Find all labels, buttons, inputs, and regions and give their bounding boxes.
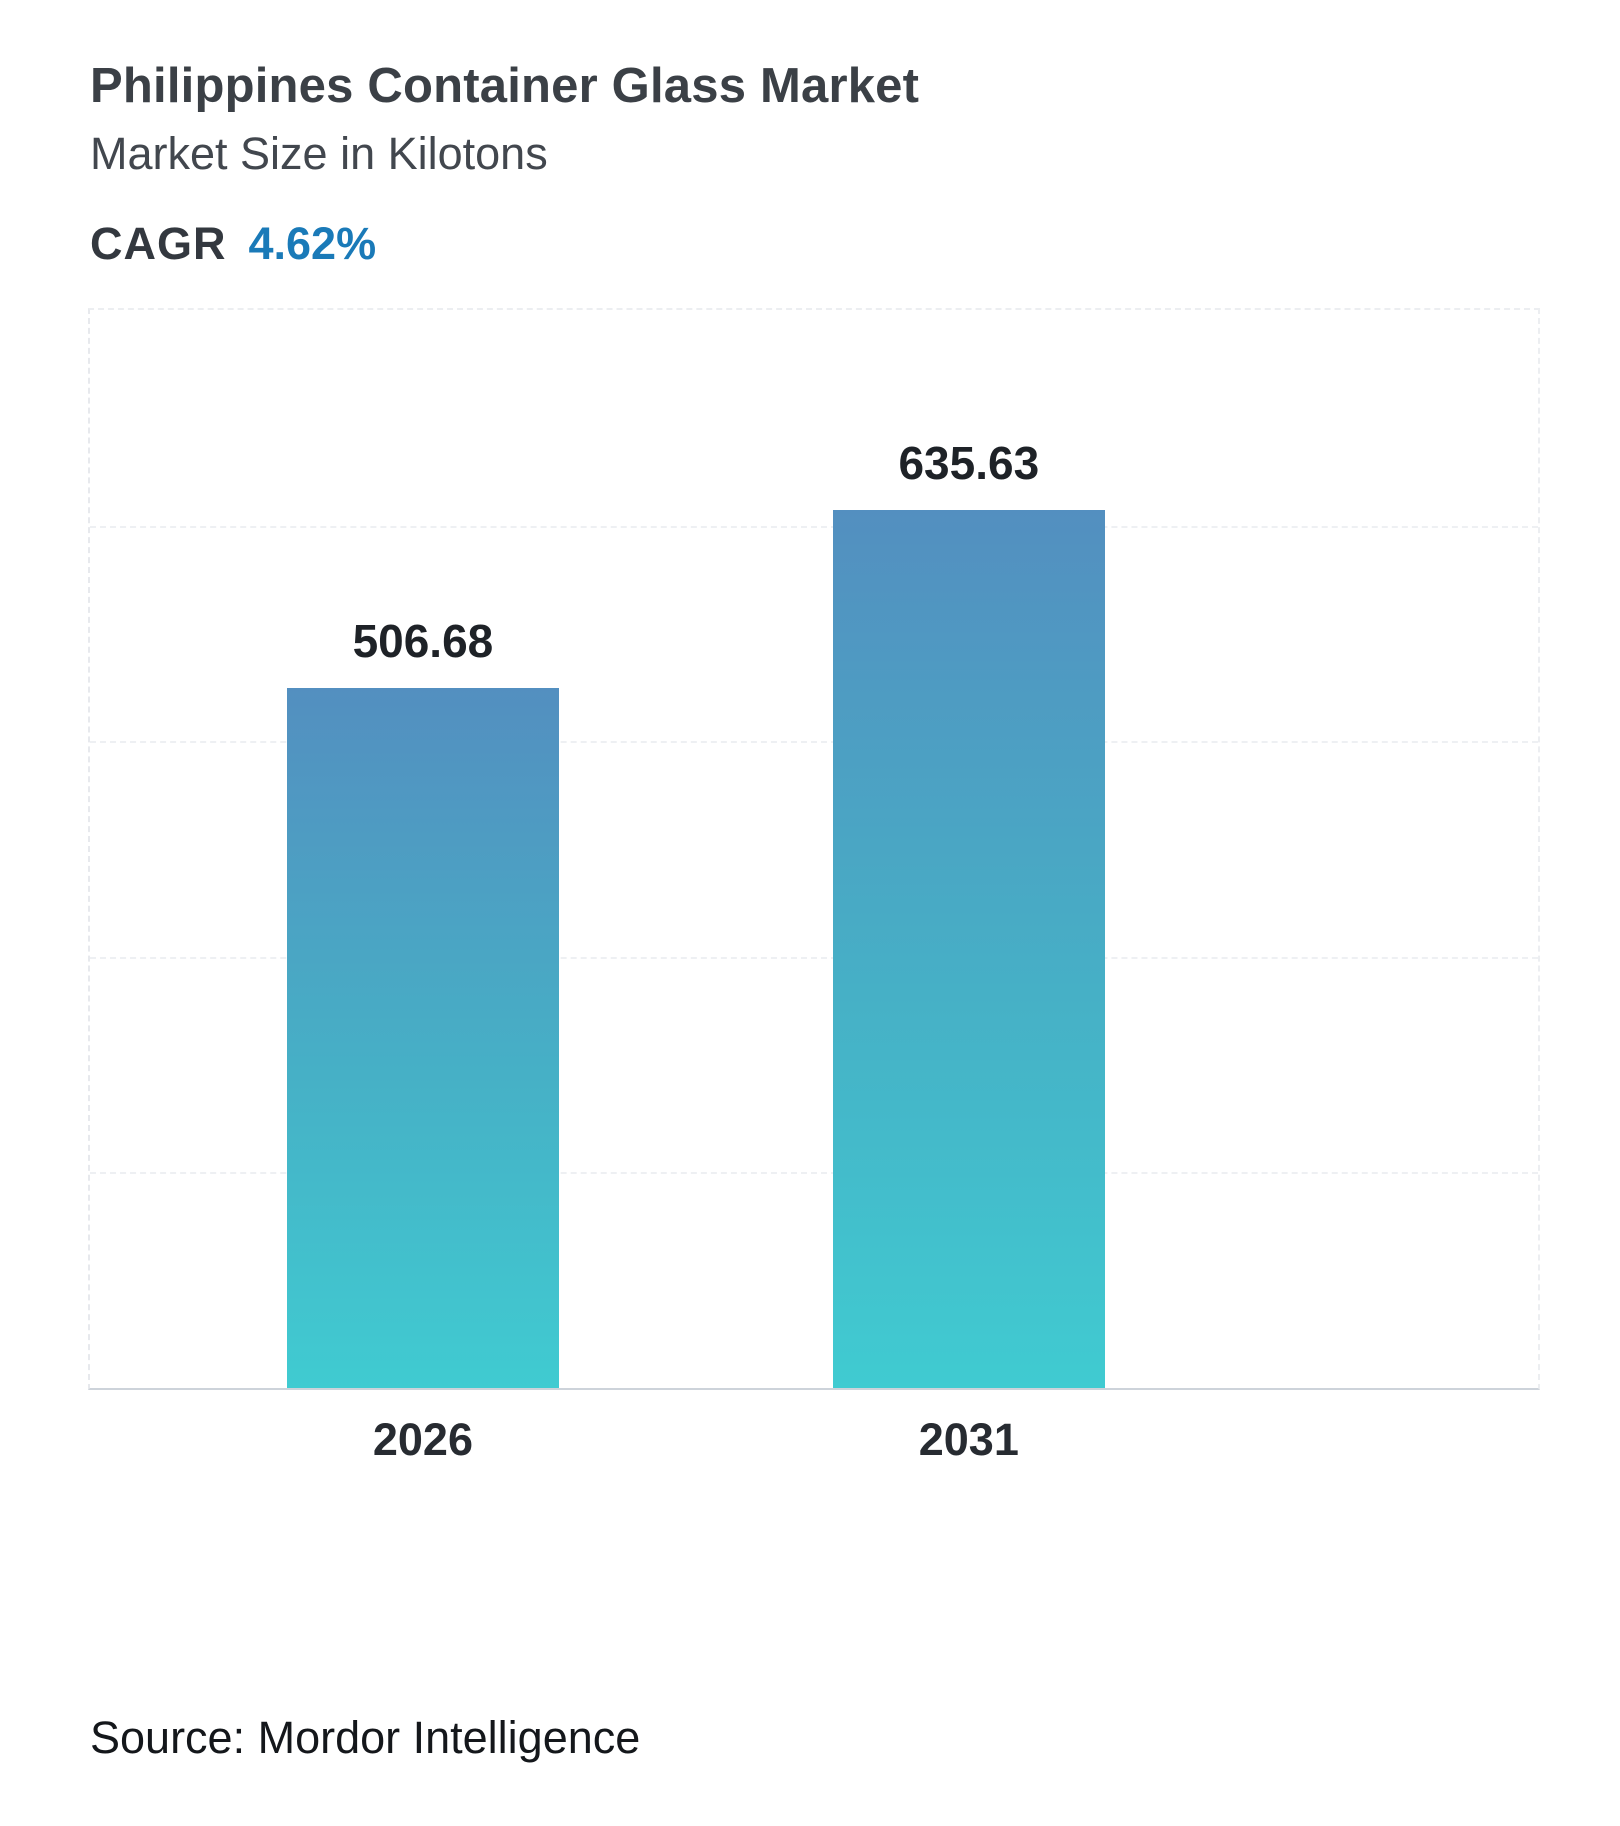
bar-value-label: 506.68 <box>352 614 494 667</box>
chart-subtitle: Market Size in Kilotons <box>90 128 548 179</box>
source-attribution: Source: Mordor Intelligence <box>90 1712 641 1763</box>
x-axis-label: 2031 <box>918 1414 1019 1465</box>
chart-header: Philippines Container Glass Market Marke… <box>90 58 919 180</box>
gridline <box>90 1172 1538 1175</box>
cagr-value: 4.62% <box>248 218 377 269</box>
bar-value-label: 635.63 <box>898 436 1040 489</box>
gridline <box>90 956 1538 959</box>
gridline <box>90 525 1538 528</box>
bar-group-2026: 506.68 2026 <box>286 310 559 1465</box>
plot-area: 506.68 2026 635.63 2031 <box>88 308 1540 1465</box>
cagr-label: CAGR <box>90 218 227 269</box>
x-axis-label: 2026 <box>372 1414 473 1465</box>
bar-2026[interactable] <box>286 687 559 1388</box>
chart-title: Philippines Container Glass Market <box>90 59 920 113</box>
cagr-row: CAGR 4.62% <box>90 218 376 270</box>
bar-group-2031: 635.63 2031 <box>832 310 1105 1465</box>
bar-2031[interactable] <box>832 509 1105 1388</box>
gridline <box>90 741 1538 744</box>
